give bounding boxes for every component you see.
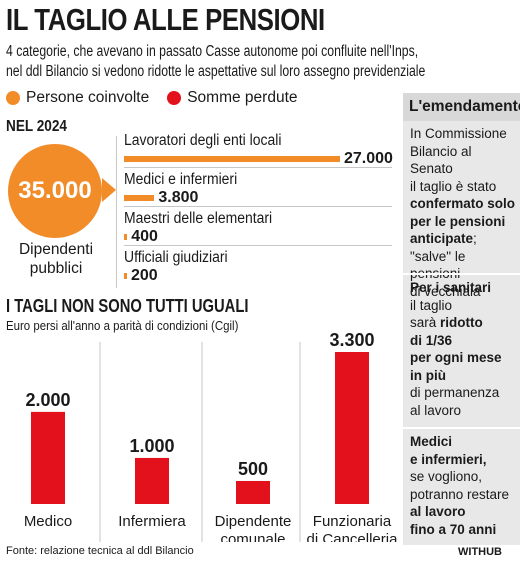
panel-b1-line-5: per le pensioni: [410, 213, 506, 229]
source-note: Fonte: relazione tecnica al ddl Bilancio: [6, 545, 194, 557]
panel-b3-line-2: e infermieri,: [410, 451, 487, 467]
row-divider: [124, 206, 392, 207]
panel-b2-line-4: di 1/36: [410, 332, 453, 348]
panel-block-1: In Commissione Bilancio al Senato il tag…: [410, 125, 518, 300]
panel-b3-line-5: al lavoro: [410, 504, 466, 519]
panel-b2-line-8: al lavoro: [410, 402, 462, 418]
section-heading-tagli: I TAGLI NON SONO TUTTI UGUALI: [6, 296, 249, 316]
arrow-right-icon: [102, 178, 116, 202]
panel-b1-line-7: "salve" le pensioni: [410, 248, 466, 282]
category-value: 27.000: [344, 150, 393, 167]
legend: Persone coinvolte Somme perdute: [6, 89, 316, 107]
total-value: 35.000: [18, 177, 92, 204]
subtitle-line-1: 4 categorie, che avevano in passato Cass…: [6, 43, 419, 60]
loss-category-label: Infermiera: [118, 513, 186, 530]
category-label: Medici e infermieri: [124, 171, 238, 188]
loss-bar: [236, 480, 270, 504]
total-caption-line-1: Dipendenti: [18, 241, 94, 258]
panel-b2-line-1: Per i sanitari: [410, 280, 492, 295]
subtitle-line-2: nel ddl Bilancio si vedono ridotte le as…: [6, 63, 426, 80]
panel-b1-line-6: anticipate;: [410, 231, 477, 246]
panel-b3-line-3: se vogliono,: [410, 469, 483, 484]
panel-divider-2: [403, 427, 520, 429]
legend-swatch-red: [167, 91, 182, 105]
panel-b1-line-4: confermato solo: [410, 196, 516, 211]
panel-b1-line-8: di vecchiaia: [410, 283, 481, 299]
panel-b3-line-6: fino a 70 anni: [410, 521, 497, 537]
loss-category-label: di Cancelleria: [307, 531, 399, 542]
section-heading-2024: NEL 2024: [6, 118, 67, 135]
panel-title: L'emendamento: [403, 93, 520, 121]
category-value: 200: [131, 267, 158, 284]
total-caption-line-2: pubblici: [29, 260, 83, 277]
panel-b3-line-1: Medici: [410, 434, 453, 449]
panel-block-2: Per i sanitari il taglio sarà ridotto di…: [410, 279, 518, 419]
category-bar: [124, 273, 127, 279]
loss-bar: [135, 457, 169, 504]
panel-b2-line-5: per ogni mese: [410, 350, 502, 365]
category-bar: [124, 195, 155, 201]
loss-category-label: Medico: [24, 513, 72, 530]
loss-value: 1.000: [129, 436, 174, 456]
category-label: Ufficiali giudiziari: [124, 249, 228, 266]
legend-label-persone: Persone coinvolte: [26, 89, 150, 106]
category-value: 400: [131, 228, 158, 245]
panel-b2-line-3: sarà ridotto: [410, 315, 483, 330]
panel-b3-line-4: potranno restare: [410, 486, 510, 502]
page-title: IL TAGLIO ALLE PENSIONI: [6, 2, 325, 37]
loss-value: 2.000: [25, 390, 70, 410]
divider-vertical: [116, 136, 117, 288]
legend-item-somme: Somme perdute: [167, 89, 298, 107]
total-circle: 35.000: [8, 144, 102, 238]
loss-category-label: comunale: [220, 531, 285, 542]
losses-bar-chart: 2.000 Medico 1.000 Infermiera 500 Dipendentec…: [24, 330, 399, 542]
category-bar: [124, 234, 128, 240]
subtitle: 4 categorie, che avevano in passato Cass…: [6, 42, 512, 82]
amendment-panel: L'emendamento In Commissione Bilancio al…: [403, 93, 520, 545]
panel-b2-line-7: di permanenza: [410, 385, 500, 400]
panel-b1-line-3: il taglio è stato: [410, 178, 497, 194]
loss-bar: [31, 411, 65, 504]
loss-category-label: Funzionaria: [313, 513, 392, 530]
category-label: Lavoratori degli enti locali: [124, 132, 282, 149]
section-subheading-tagli: Euro persi all'anno a parità di condizio…: [6, 318, 239, 333]
loss-value: 500: [238, 459, 268, 479]
panel-b1-line-1: In Commissione: [410, 126, 507, 141]
category-value: 3.800: [158, 189, 199, 206]
loss-category-label: Dipendente: [215, 513, 292, 530]
panel-b2-line-2: il taglio: [410, 297, 453, 313]
category-bar: [124, 156, 340, 162]
loss-value: 3.300: [329, 330, 374, 350]
legend-swatch-orange: [6, 91, 20, 105]
row-divider: [124, 167, 392, 168]
row-divider: [124, 245, 392, 246]
panel-b2-line-6: in più: [410, 367, 446, 383]
panel-block-3: Medici e infermieri, se vogliono, potran…: [410, 433, 518, 538]
total-caption: Dipendenti pubblici: [10, 240, 102, 278]
legend-item-persone: Persone coinvolte: [6, 89, 149, 107]
credit-logo: WITHUB: [458, 546, 502, 558]
panel-b1-line-2: Bilancio al Senato: [410, 143, 472, 177]
loss-bar: [335, 352, 369, 504]
category-label: Maestri delle elementari: [124, 210, 273, 227]
panel-divider-1: [403, 273, 520, 275]
legend-label-somme: Somme perdute: [187, 89, 298, 106]
